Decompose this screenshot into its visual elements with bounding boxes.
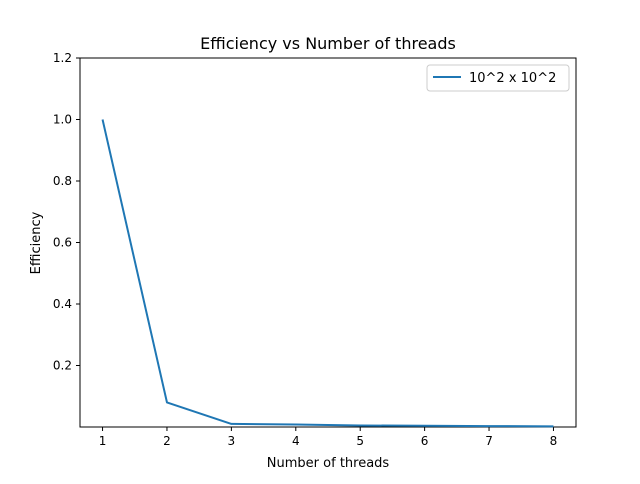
x-tick-label: 5 (356, 434, 364, 448)
legend: 10^2 x 10^2 (427, 65, 569, 91)
y-tick-label: 1.0 (53, 113, 72, 127)
y-axis-label: Efficiency (29, 211, 44, 274)
x-tick-label: 8 (550, 434, 558, 448)
legend-label: 10^2 x 10^2 (469, 71, 556, 86)
y-tick-label: 0.8 (53, 174, 72, 188)
y-tick-label: 0.6 (53, 236, 72, 250)
y-tick-label: 1.2 (53, 51, 72, 65)
x-tick-label: 3 (228, 434, 236, 448)
x-tick-label: 1 (99, 434, 107, 448)
x-tick-label: 4 (292, 434, 300, 448)
x-tick-label: 7 (485, 434, 493, 448)
x-tick-label: 6 (421, 434, 429, 448)
y-tick-label: 0.2 (53, 359, 72, 373)
x-axis-label: Number of threads (267, 456, 390, 471)
y-tick-label: 0.4 (53, 297, 72, 311)
x-tick-label: 2 (163, 434, 171, 448)
chart-title: Efficiency vs Number of threads (200, 34, 456, 53)
